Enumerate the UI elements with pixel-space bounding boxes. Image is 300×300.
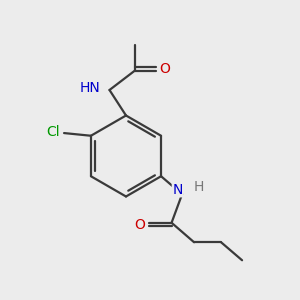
Text: O: O xyxy=(160,62,170,76)
Text: N: N xyxy=(172,183,183,197)
Text: Cl: Cl xyxy=(47,124,60,139)
Text: H: H xyxy=(194,180,204,194)
Text: HN: HN xyxy=(80,82,101,95)
Text: O: O xyxy=(135,218,146,232)
